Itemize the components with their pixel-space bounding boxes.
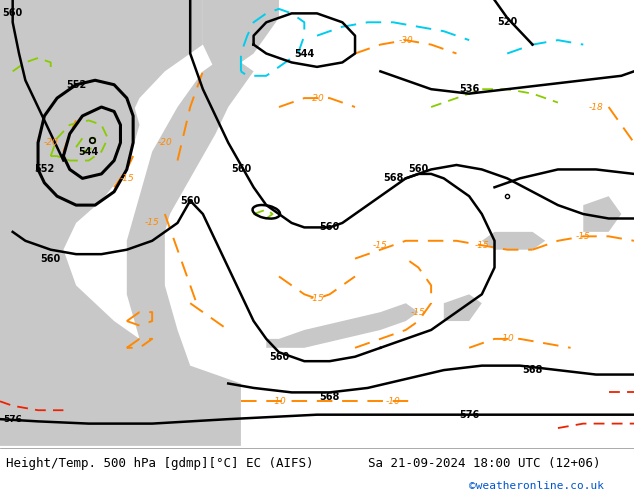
Polygon shape: [139, 62, 254, 232]
Text: 576: 576: [459, 410, 479, 420]
Polygon shape: [482, 232, 545, 250]
Text: 544: 544: [79, 147, 99, 157]
Text: -18: -18: [588, 102, 604, 112]
Text: 560: 560: [320, 222, 340, 232]
Text: 560: 560: [269, 352, 289, 362]
Text: -15: -15: [411, 308, 426, 317]
Text: 560: 560: [3, 8, 23, 19]
Text: 560: 560: [231, 165, 251, 174]
Text: Height/Temp. 500 hPa [gdmp][°C] EC (AIFS): Height/Temp. 500 hPa [gdmp][°C] EC (AIFS…: [6, 457, 314, 470]
Text: -20: -20: [43, 138, 58, 147]
Polygon shape: [0, 0, 241, 446]
Text: -15: -15: [119, 174, 134, 183]
Text: -15: -15: [474, 241, 489, 250]
Text: 552: 552: [66, 80, 86, 90]
Text: -10: -10: [385, 397, 401, 406]
Text: -15: -15: [309, 294, 325, 303]
Text: -30: -30: [398, 36, 413, 45]
Text: ©weatheronline.co.uk: ©weatheronline.co.uk: [469, 481, 604, 490]
Text: Sa 21-09-2024 18:00 UTC (12+06): Sa 21-09-2024 18:00 UTC (12+06): [368, 457, 600, 470]
Text: 520: 520: [497, 17, 517, 27]
Text: 560: 560: [41, 254, 61, 264]
Text: 568: 568: [320, 392, 340, 402]
Polygon shape: [444, 294, 482, 321]
Text: -10: -10: [500, 334, 515, 343]
Text: 568: 568: [522, 365, 543, 375]
Text: -15: -15: [373, 241, 388, 250]
Text: -20: -20: [157, 138, 172, 147]
Polygon shape: [76, 0, 203, 143]
Text: 576: 576: [3, 415, 22, 424]
Polygon shape: [127, 53, 241, 366]
Text: -15: -15: [145, 219, 160, 227]
Polygon shape: [583, 196, 621, 232]
Text: 552: 552: [34, 165, 55, 174]
Text: -20: -20: [309, 94, 325, 102]
Polygon shape: [266, 303, 418, 348]
Text: -10: -10: [271, 397, 287, 406]
Text: -15: -15: [576, 232, 591, 241]
Text: 560: 560: [408, 165, 429, 174]
Text: 560: 560: [180, 196, 200, 206]
Text: 544: 544: [294, 49, 314, 58]
Text: 536: 536: [459, 84, 479, 94]
Text: 568: 568: [383, 173, 403, 183]
Polygon shape: [203, 0, 279, 89]
